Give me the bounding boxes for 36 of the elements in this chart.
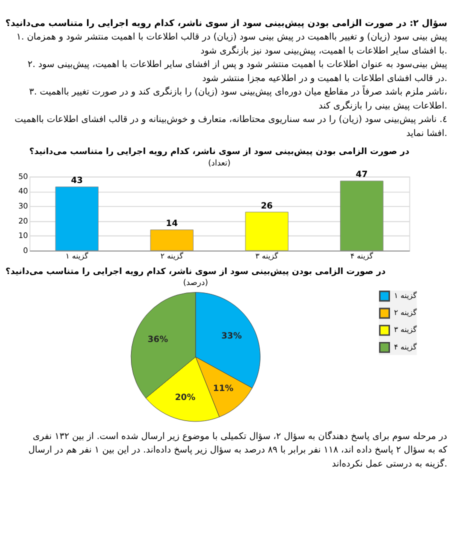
- text: با افشای سایر اطلاعات با اهمیت، پیش‌بینی سود نیز بازنگری شود.: [200, 44, 448, 56]
- text: ۳. ناشر ملزم باشد صرفاً در مقاطع میان دوره‌ای پیش‌بینی سود (زیان) را بازنگری کند و در صورت تغییر بااهمیت،: [29, 84, 448, 98]
- legend-label: گزینه ۲: [394, 308, 418, 318]
- data-label: 47: [356, 170, 368, 180]
- text: در مرحله سوم برای پاسخ دهندگان به سؤال ۲، سؤال تکمیلی با موضوع زیر ارسال شده است. از بین ۱۳۲ نفری: [32, 430, 448, 442]
- text: ۲. پیش بینی‌سود به عنوان اطلاعات با اهمیت منتشر شود و پس از افشای سایر اطلاعات با اهمیت، پیش‌بینی سود: [28, 60, 448, 70]
- data-label: 26: [260, 201, 273, 212]
- x-tick-label: گزینه ۲: [160, 252, 184, 261]
- legend-label: گزینه ۱: [394, 291, 418, 300]
- data-label: 11%: [213, 384, 234, 394]
- text: گزینه به درستی عمل نکرده‌اند.: [332, 457, 448, 470]
- data-label: 20%: [174, 393, 196, 404]
- text: سؤال ۲: در صورت الزامی بودن پیش‌بینی سود از سوی ناشر، کدام رویه اجرایی را متناسب می‌دانید؟: [5, 18, 448, 29]
- text: ٤. ناشر پیش‌بینی سود (زیان) را در سه سناریوی محتاطانه، متعارف و خوش‌بینانه و در قالب افشای اطلاعات بااهمیت: [14, 115, 448, 126]
- data-label: 33%: [221, 331, 242, 342]
- text: که به سؤال ۲ پاسخ داده اند، ۱۱۸ نفر برابر با ۸۹ درصد به سؤال زیر پاسخ داده‌اند. در این بین ۱ نفر هم در ارسال: [28, 446, 448, 456]
- chart-title: در صورت الزامی بودن پیش‌بینی سود از سوی ناشر، کدام رویه اجرایی را متناسب می‌دانید؟: [29, 146, 410, 157]
- x-tick-label: گزینه ۴: [350, 252, 374, 261]
- legend-label: گزینه ۳: [394, 325, 418, 334]
- data-label: 36%: [148, 334, 168, 345]
- text: ۱. پیش بینی سود (زیان) و تغییر بااهمیت در پیش بینی سود (زیان) در قالب اطلاعات با اهمیت منتشر شود و همزمان: [16, 32, 448, 43]
- data-label: 14: [166, 219, 178, 230]
- y-tick-label: 10: [18, 231, 28, 240]
- text: اطلاعات پیش بینی را بازنگری کند.: [318, 99, 448, 112]
- y-tick-label: 30: [18, 202, 28, 211]
- y-tick-label: 40: [18, 186, 28, 196]
- data-label: 43: [70, 176, 83, 186]
- x-tick-label: گزینه ۳: [255, 252, 279, 261]
- x-tick-label: گزینه ۱: [66, 252, 89, 261]
- y-tick-label: 0: [23, 246, 28, 255]
- y-tick-label: 20: [18, 216, 28, 226]
- legend-label: گزینه ۴: [394, 342, 418, 352]
- text: افشا نماید.: [406, 128, 448, 139]
- chart-title: در صورت الزامی بودن پیش‌بینی سود از سوی ناشر، کدام رویه اجرایی را متناسب می‌دانید؟: [6, 266, 386, 277]
- y-tick-label: 50: [18, 172, 28, 181]
- text: در قالب افشای اطلاعات با اهمیت و در اطلاعیه مجزا منتشر شود.: [202, 74, 448, 84]
